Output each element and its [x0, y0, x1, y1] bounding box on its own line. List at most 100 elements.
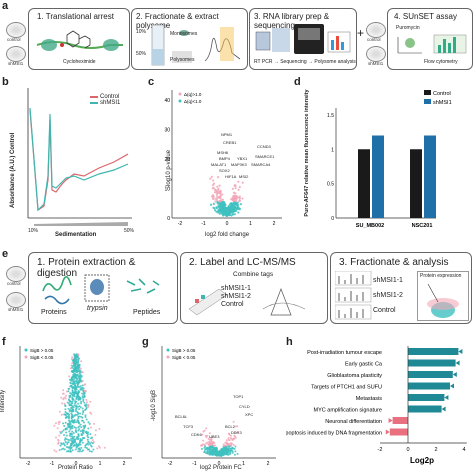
data-point — [225, 443, 228, 446]
dish-label-control-e: control — [7, 281, 21, 286]
polysomes-label: Polysomes — [170, 57, 195, 63]
data-point — [79, 406, 82, 409]
data-point — [233, 184, 236, 187]
data-point — [81, 396, 84, 399]
sequencer-illustration — [255, 24, 351, 54]
data-point — [79, 385, 82, 388]
data-point — [232, 207, 235, 210]
tag-shmsi1-2: shMSI1-2 — [221, 293, 251, 300]
gene-label: SMARCE1 — [255, 154, 275, 159]
data-point — [73, 414, 76, 417]
y-tick-label: 0 — [167, 216, 170, 222]
data-point — [230, 434, 233, 437]
data-point — [85, 443, 88, 446]
x-tick-label: -2 — [26, 461, 31, 467]
data-point — [241, 181, 244, 184]
data-point — [231, 451, 234, 454]
bar-chart-sunset: 0 0.5 1 1.5 SU_MB002 NSC201 Control shMSI1 — [327, 90, 452, 229]
legend-item: Δ(q)<1.0 — [184, 99, 202, 104]
data-point — [73, 438, 76, 441]
data-point — [214, 188, 217, 191]
data-point — [83, 392, 86, 395]
data-point — [230, 444, 233, 447]
data-point — [239, 203, 242, 206]
data-point — [55, 450, 58, 453]
x-axis-label: Log2p — [410, 456, 434, 465]
data-point — [73, 435, 76, 438]
data-point — [74, 402, 77, 405]
data-point — [209, 203, 213, 206]
step-title: 1. Translational arrest — [37, 12, 114, 21]
data-point — [96, 447, 99, 450]
data-point — [71, 386, 74, 389]
data-point — [219, 193, 222, 197]
gene-label: CDK6 — [191, 432, 202, 437]
data-point — [210, 437, 213, 440]
data-point — [82, 387, 85, 390]
data-point — [236, 452, 239, 455]
data-point — [89, 400, 92, 403]
data-point — [74, 360, 77, 363]
expression-thumbnail: Protein expression — [417, 271, 469, 321]
data-point — [74, 448, 77, 451]
data-point — [202, 430, 205, 433]
bar — [408, 371, 453, 378]
data-point — [214, 200, 217, 203]
data-point — [75, 378, 78, 381]
data-point — [225, 441, 228, 444]
data-point — [71, 379, 74, 382]
data-point — [66, 401, 69, 404]
data-point — [215, 206, 218, 209]
data-point — [223, 444, 226, 447]
step-box-protein-extraction: 1. Protein extraction & digestion Protei… — [28, 252, 178, 324]
data-point — [74, 363, 77, 366]
gene-label: MSH6 — [217, 150, 229, 155]
data-point — [69, 382, 72, 385]
data-point — [85, 431, 88, 434]
data-point — [206, 450, 209, 453]
panel-label-h: h — [286, 336, 293, 348]
data-point — [70, 417, 73, 420]
data-point — [64, 421, 67, 424]
data-point — [63, 413, 66, 416]
data-point — [61, 402, 64, 405]
x-axis-right-label: 50% — [124, 228, 135, 234]
step-box-label-lcms: 2. Label and LC-MS/MS Combine tags shMSI… — [180, 252, 328, 324]
gene-label: CREB1 — [223, 140, 237, 145]
category-label: Metastasis — [356, 396, 383, 402]
data-point — [213, 191, 217, 194]
data-point — [87, 427, 90, 430]
data-point — [71, 402, 74, 405]
sample-shmsi1-1: shMSI1-1 — [373, 277, 403, 284]
data-point — [71, 400, 74, 403]
gene-label: NPM1 — [221, 132, 233, 137]
gradient-tube-illustration — [151, 24, 241, 66]
data-point — [76, 392, 79, 395]
data-point — [86, 448, 89, 451]
gene-label: XPC — [245, 412, 253, 417]
data-point — [87, 436, 90, 439]
data-point — [208, 446, 211, 449]
combine-tags-label: Combine tags — [233, 271, 274, 278]
x-tick-label: -2 — [168, 461, 173, 467]
polysome-profile-chart — [27, 88, 132, 226]
data-point — [236, 425, 239, 428]
x-tick-label: 0 — [226, 221, 229, 227]
data-point — [221, 449, 224, 452]
data-point — [202, 439, 205, 442]
data-point — [225, 214, 228, 217]
data-point — [64, 404, 67, 407]
data-point — [75, 436, 78, 439]
data-point — [79, 374, 82, 377]
y-tick-label: 40 — [164, 98, 170, 104]
data-point — [231, 199, 234, 202]
data-point — [73, 419, 76, 422]
data-point — [85, 398, 88, 401]
data-point — [84, 415, 87, 418]
data-point — [212, 202, 215, 205]
monosomes-label: Monosomes — [170, 31, 198, 37]
bar — [408, 359, 456, 367]
plus-sign: + — [357, 26, 365, 40]
data-point — [205, 436, 208, 439]
data-point — [75, 367, 78, 370]
